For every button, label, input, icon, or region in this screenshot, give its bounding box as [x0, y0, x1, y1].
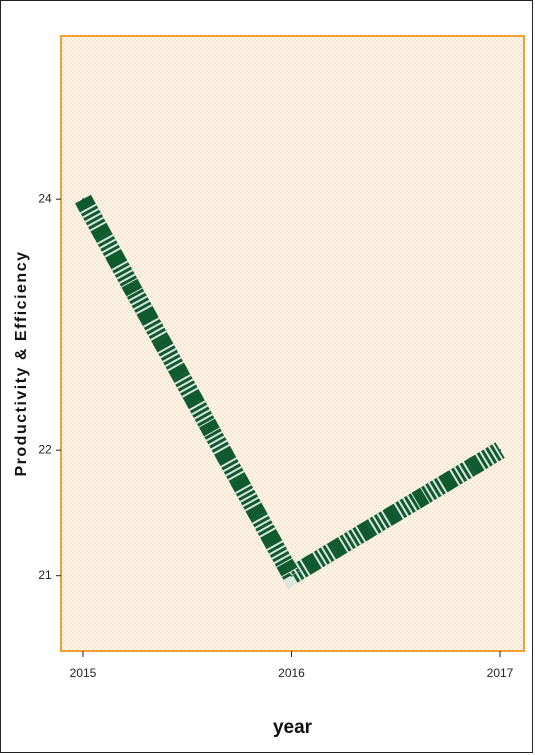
x-axis-title: year — [273, 717, 313, 738]
x-axis: 2015 2016 2017 — [70, 651, 514, 680]
x-tick-label: 2016 — [278, 666, 305, 680]
y-tick-label: 24 — [38, 191, 52, 205]
y-tick-label: 21 — [38, 568, 52, 582]
data-point — [499, 449, 501, 452]
plot-area — [60, 35, 525, 652]
y-tick-label: 22 — [38, 442, 52, 456]
series-layer — [75, 194, 505, 589]
x-tick-label: 2017 — [487, 666, 514, 680]
y-axis: 21 22 24 — [38, 191, 61, 582]
data-point — [82, 198, 84, 201]
x-tick-label: 2015 — [70, 666, 97, 680]
data-point — [290, 574, 293, 577]
y-axis-title: Productivity & Efficiency — [13, 251, 30, 477]
